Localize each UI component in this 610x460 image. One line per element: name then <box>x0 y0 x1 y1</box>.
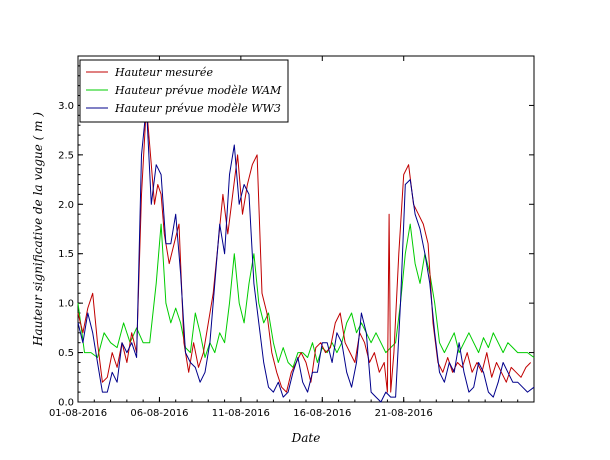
x-axis-title: Date <box>291 431 321 445</box>
series-layer <box>77 104 535 403</box>
x-tick-label: 11-08-2016 <box>212 408 270 419</box>
y-tick-label: 0.5 <box>58 348 74 359</box>
legend-label-ww3: Hauteur prévue modèle WW3 <box>114 102 281 115</box>
x-tick-label: 16-08-2016 <box>293 408 351 419</box>
y-tick-label: 2.0 <box>58 200 74 211</box>
legend-box <box>79 59 289 123</box>
y-tick-label: 2.5 <box>58 150 74 161</box>
legend-label-measured: Hauteur mesurée <box>114 66 213 79</box>
series-line-ww3 <box>77 104 535 403</box>
series-line-measured <box>77 104 532 393</box>
series-line-wam <box>77 223 535 368</box>
y-axis: 0.0 0.5 1.0 1.5 2.0 2.5 3.0 <box>58 55 534 409</box>
y-axis-title: Hauteur significative de la vague ( m ) <box>31 112 45 347</box>
y-tick-label: 1.0 <box>58 299 74 310</box>
x-tick-label: 06-08-2016 <box>130 408 188 419</box>
legend-label-wam: Hauteur prévue modèle WAM <box>114 84 282 97</box>
legend: Hauteur mesurée Hauteur prévue modèle WA… <box>79 59 289 123</box>
y-tick-label: 1.5 <box>58 249 74 260</box>
x-tick-label: 01-08-2016 <box>49 408 107 419</box>
y-tick-label: 0.0 <box>58 398 74 409</box>
x-tick-label: 21-08-2016 <box>375 408 433 419</box>
y-tick-label: 3.0 <box>58 101 74 112</box>
